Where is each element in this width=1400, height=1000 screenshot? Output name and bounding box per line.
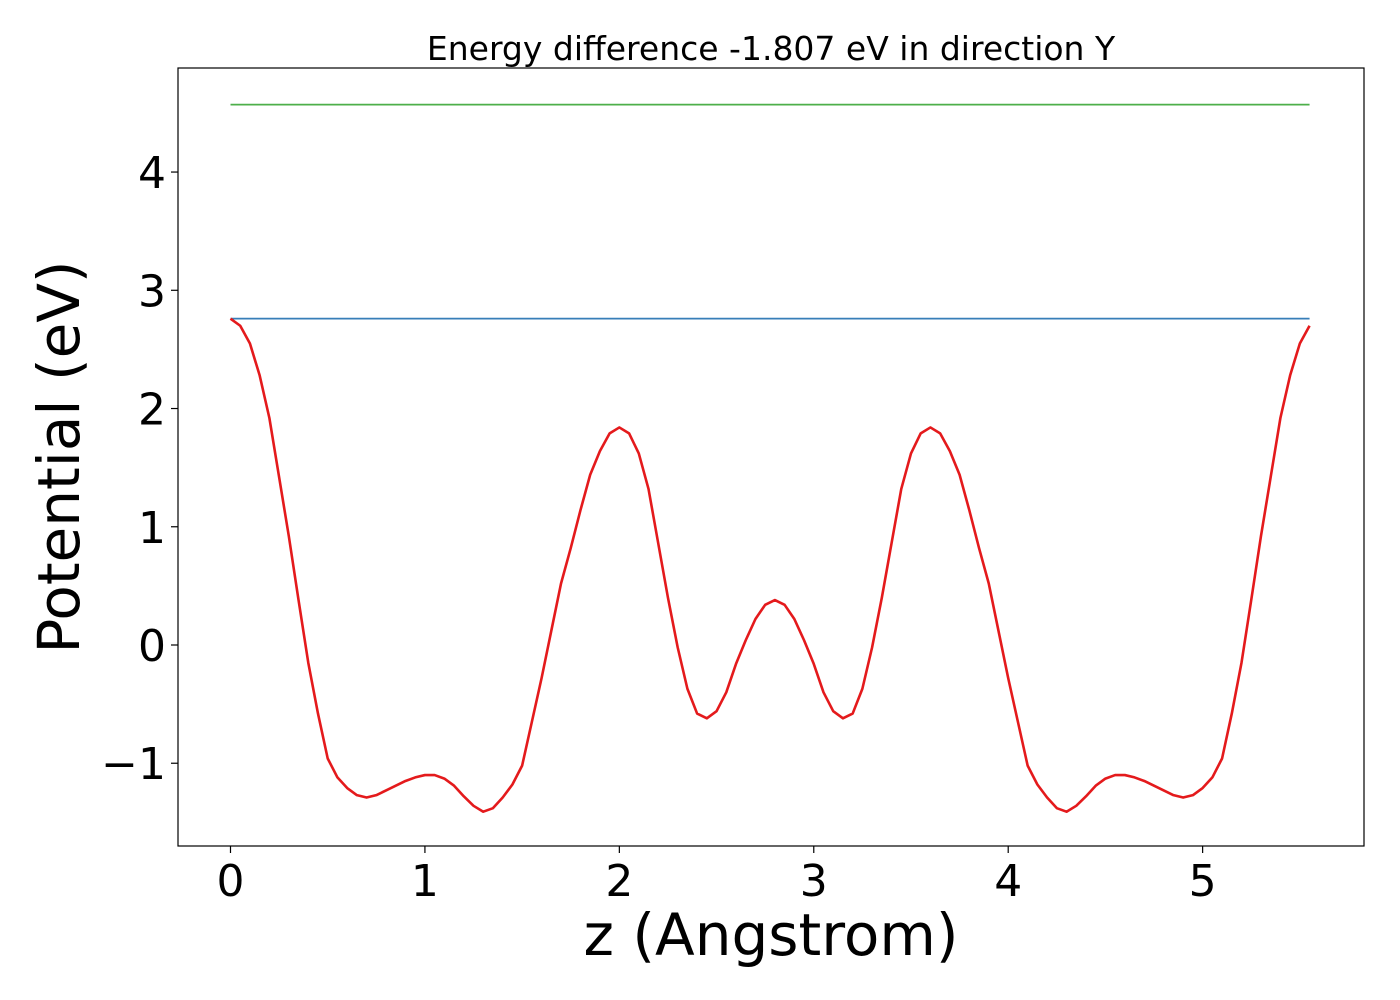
plot-area — [229, 103, 1311, 814]
y-tick-label: 0 — [138, 621, 166, 672]
x-tick-label: 0 — [216, 856, 244, 907]
y-tick-label: −1 — [101, 739, 166, 790]
y-axis-ticks: −1 0 1 2 3 4 — [101, 148, 178, 790]
x-tick-label: 2 — [605, 856, 633, 907]
x-tick-label: 1 — [411, 856, 439, 907]
series-line-potential — [229, 317, 1311, 814]
x-tick-label: 4 — [994, 856, 1022, 907]
y-tick-label: 3 — [138, 266, 166, 317]
x-tick-label: 3 — [800, 856, 828, 907]
x-axis-ticks: 0 1 2 3 4 5 — [216, 846, 1217, 907]
y-tick-label: 2 — [138, 385, 166, 436]
plot-frame — [177, 67, 1365, 847]
x-tick-label: 5 — [1189, 856, 1217, 907]
y-tick-label: 4 — [138, 148, 166, 199]
x-axis-label: z (Angstrom) — [584, 901, 959, 969]
y-axis-label: Potential (eV) — [25, 260, 93, 653]
chart-title: Energy difference -1.807 eV in direction… — [427, 29, 1116, 68]
y-tick-label: 1 — [138, 503, 166, 554]
